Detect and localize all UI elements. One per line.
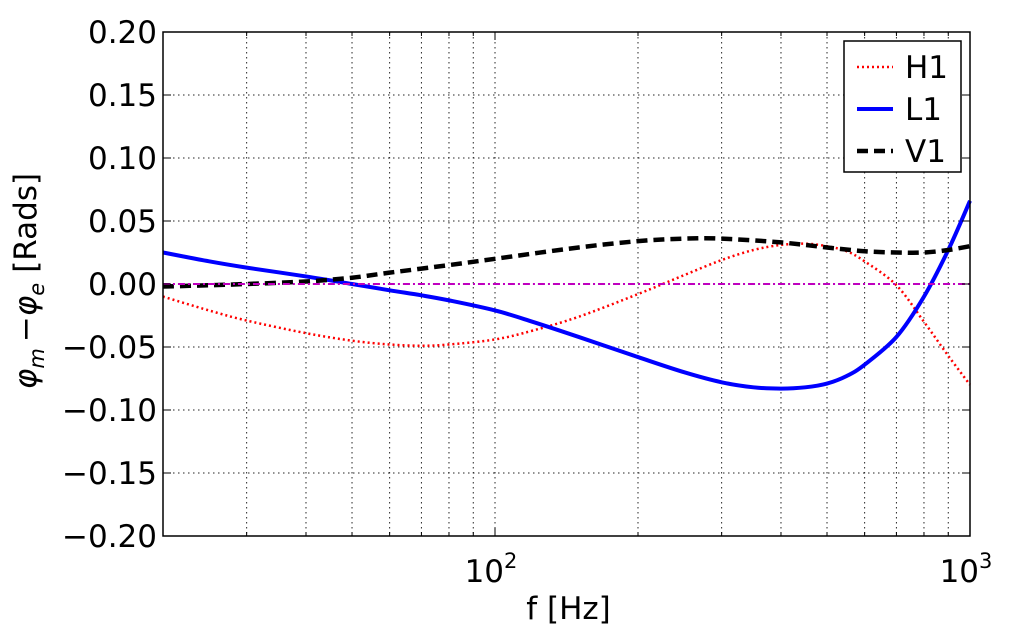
y-label-phi-e: φ (8, 295, 44, 316)
y-tick-label: −0.10 (62, 393, 157, 429)
legend: H1 L1 V1 (843, 40, 962, 173)
y-label-unit: [Rads] (8, 173, 44, 273)
series-layer (162, 200, 972, 391)
y-tick-label: 0.05 (88, 204, 157, 240)
x-tick-base: 10 (940, 554, 979, 590)
y-axis-label: φm−φe[Rads] (8, 173, 49, 389)
series-line-v1 (162, 235, 971, 289)
x-tick-base: 10 (465, 554, 504, 590)
legend-label-h1: H1 (905, 50, 948, 86)
x-tick-exponent: 2 (504, 549, 517, 573)
x-tick-label: 103 (940, 549, 993, 590)
y-tick-label: −0.05 (62, 330, 157, 366)
y-label-phi-m: φ (8, 368, 44, 389)
y-tick-label: 0.00 (88, 267, 157, 303)
y-label-sub-m: m (25, 348, 49, 368)
y-tick-label: 0.15 (88, 78, 157, 114)
y-tick-label: 0.20 (88, 15, 157, 51)
x-axis-label: f [Hz] (526, 591, 611, 627)
y-tick-label: −0.15 (62, 456, 157, 492)
x-tick-label: 102 (465, 549, 518, 590)
axis-ticks (162, 31, 971, 537)
legend-label-v1: V1 (905, 134, 946, 170)
y-label-sub-e: e (25, 283, 49, 296)
x-tick-exponent: 3 (979, 549, 992, 573)
tick-labels: −0.20 −0.15 −0.10 −0.05 0.00 0.05 0.10 0.15 0.20… (62, 15, 992, 590)
y-label-minus: − (8, 316, 44, 342)
legend-label-l1: L1 (905, 92, 942, 128)
series-line-h1 (162, 242, 972, 386)
y-tick-label: −0.20 (62, 519, 157, 555)
y-tick-label: 0.10 (88, 141, 157, 177)
